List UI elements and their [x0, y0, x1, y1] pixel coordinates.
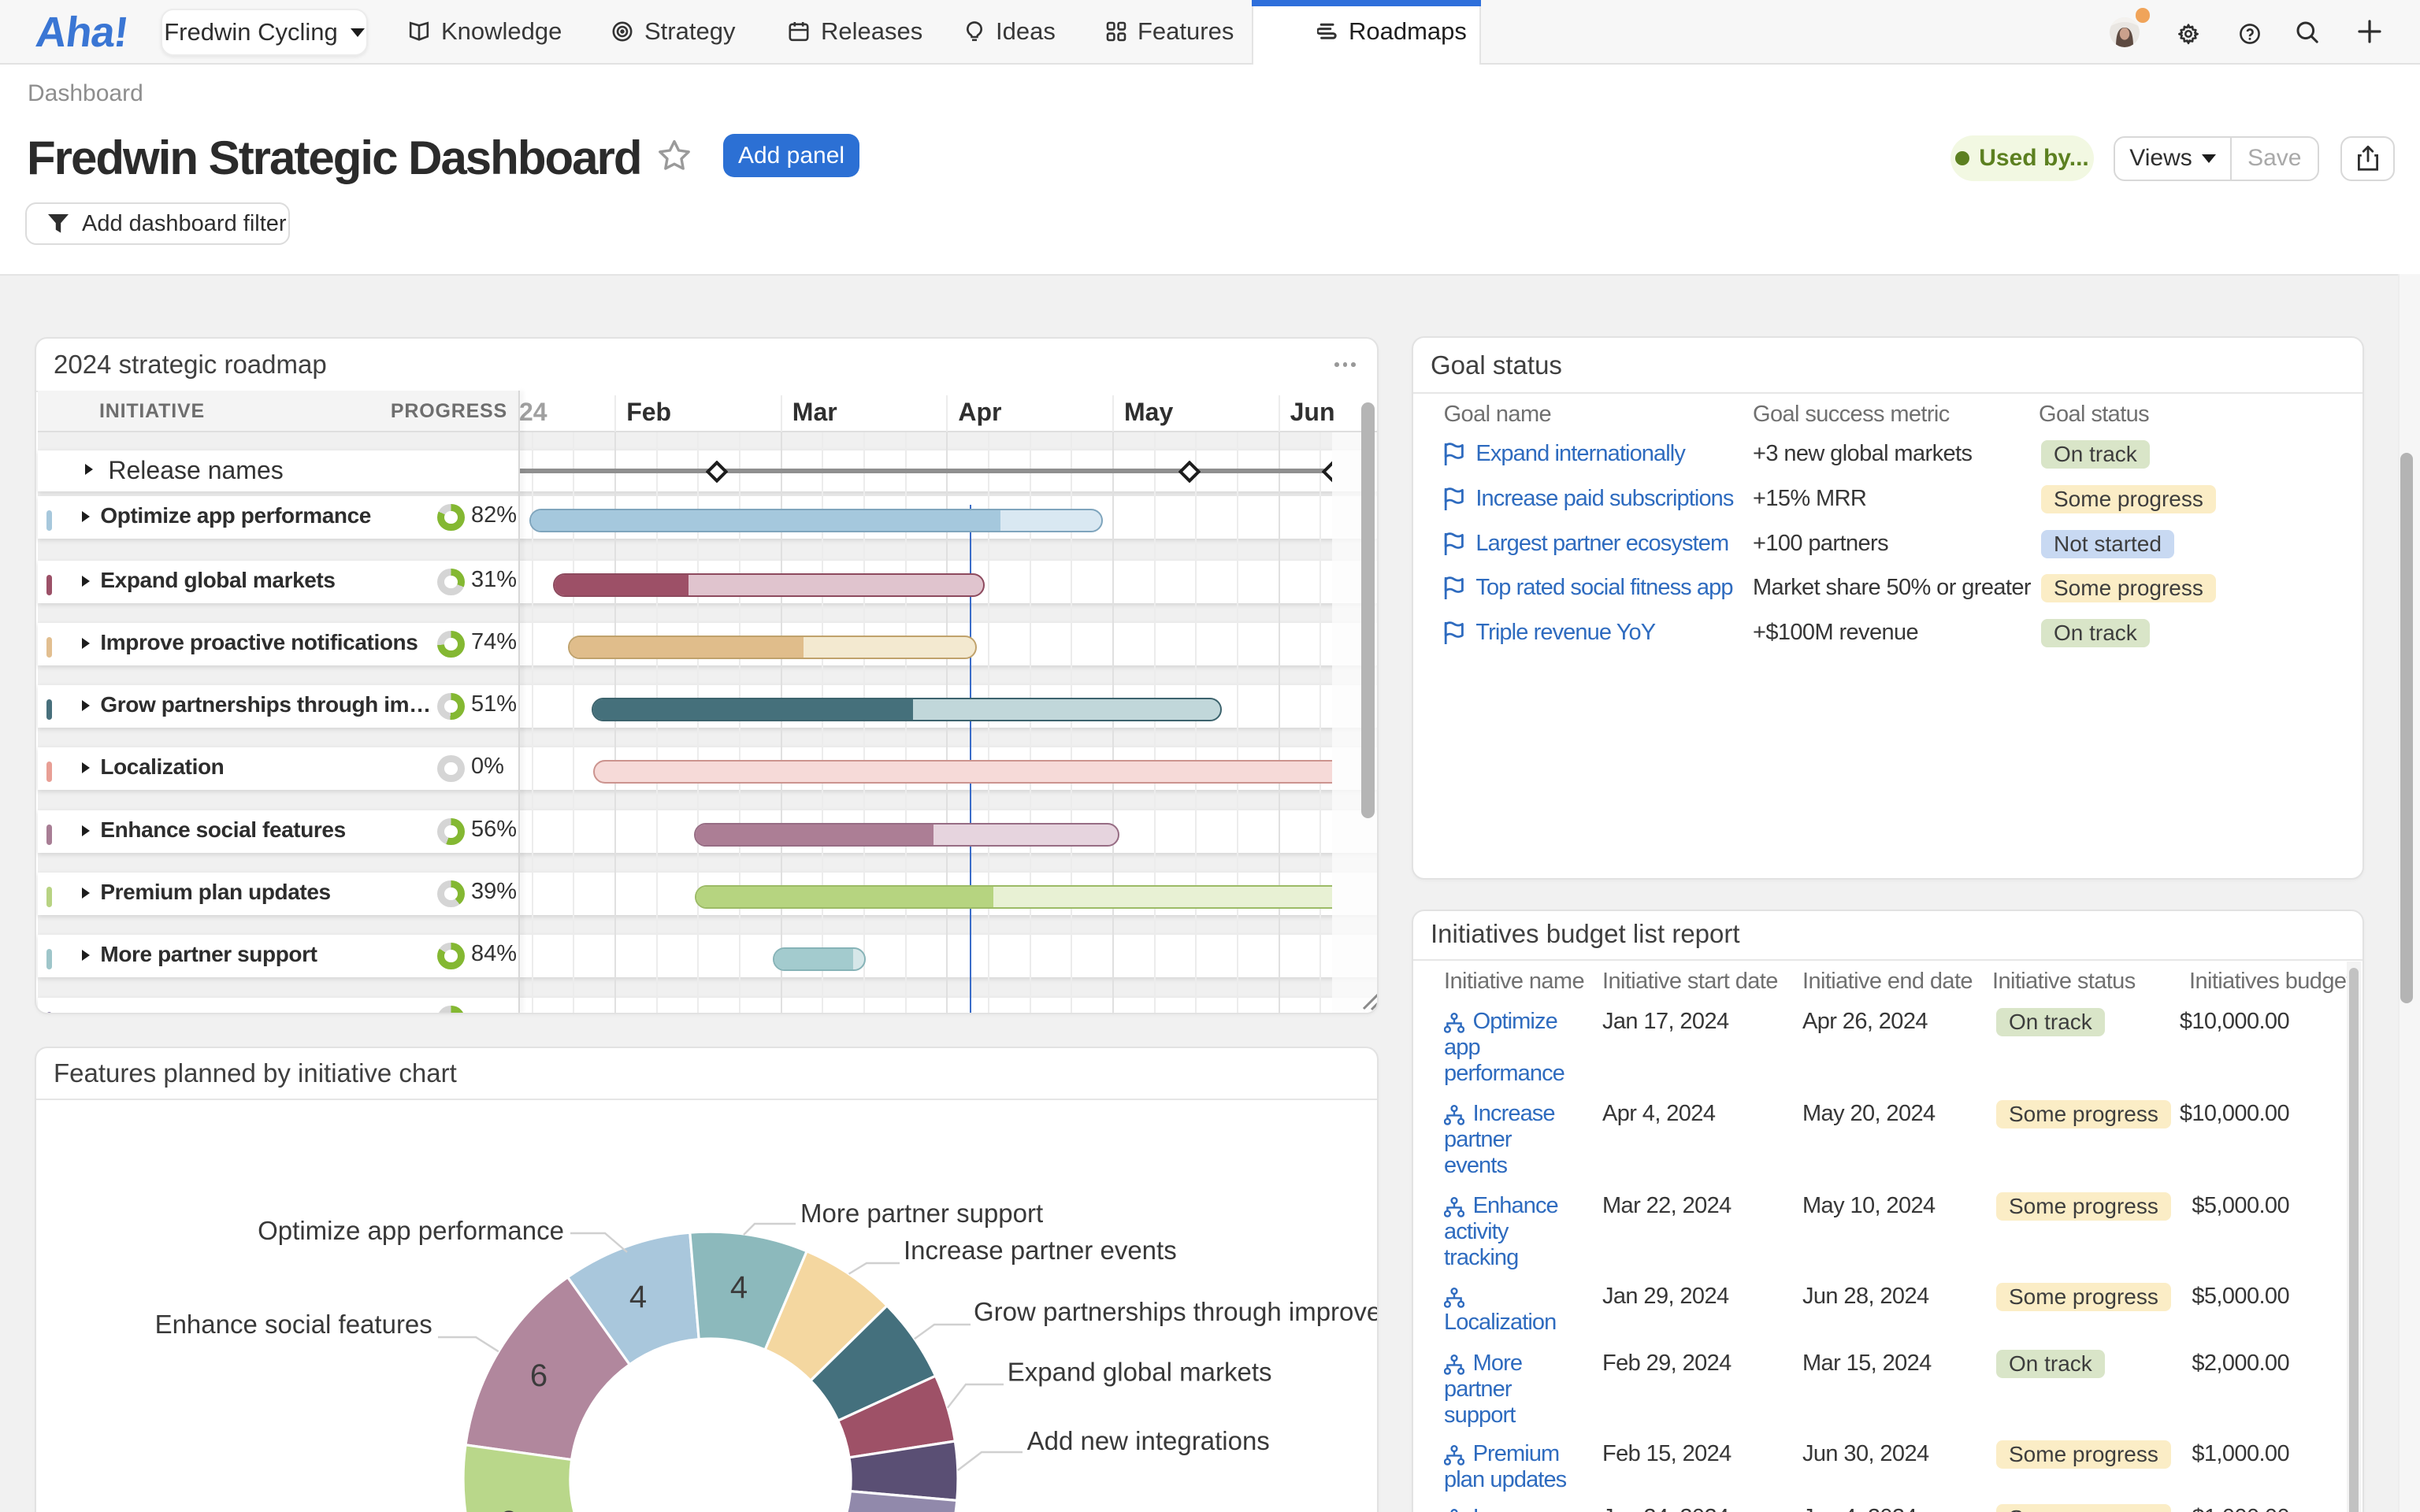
svg-text:Add new integrations: Add new integrations [1027, 1426, 1270, 1455]
svg-text:Increase partner events: Increase partner events [904, 1236, 1177, 1265]
svg-text:Grow partnerships through impr: Grow partnerships through improvements [974, 1297, 1377, 1326]
svg-text:4: 4 [629, 1280, 647, 1314]
svg-text:4: 4 [730, 1270, 748, 1305]
svg-text:Expand global markets: Expand global markets [1008, 1357, 1272, 1386]
svg-text:Enhance social features: Enhance social features [155, 1310, 432, 1339]
svg-text:Optimize app performance: Optimize app performance [258, 1216, 564, 1245]
svg-text:More partner support: More partner support [800, 1199, 1043, 1228]
svg-text:8: 8 [500, 1505, 518, 1512]
svg-text:6: 6 [530, 1358, 547, 1393]
